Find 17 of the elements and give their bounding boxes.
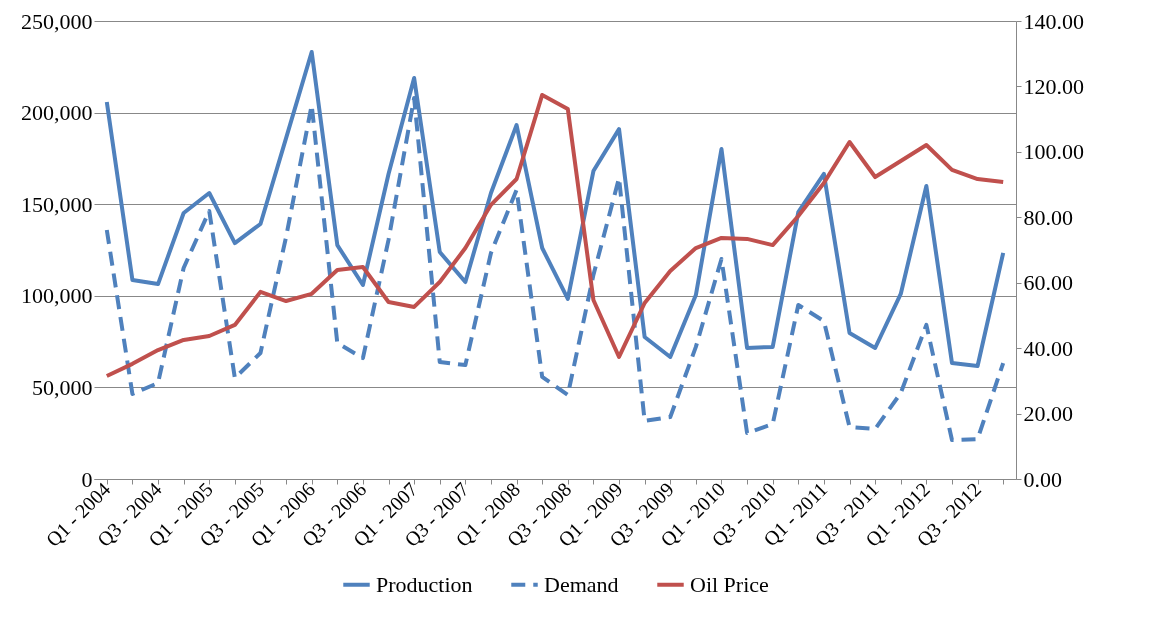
y2-tick-label: 120.00 [1023,73,1084,99]
y-tick-label: 200,000 [21,100,93,126]
y2-tick-label: 140.00 [1023,8,1084,34]
line-series [104,92,1006,378]
y2-tick-label: 0.00 [1023,466,1062,492]
legend-label: Demand [544,571,619,597]
y2-tick-label: 100.00 [1023,139,1084,165]
y-tick-label: 250,000 [21,8,93,34]
y2-tick-label: 60.00 [1023,270,1073,296]
y-tick-label: 150,000 [21,191,93,217]
y2-tick-label: 80.00 [1023,204,1073,230]
y-tick-label: 50,000 [32,374,93,400]
y-tick-label: 100,000 [21,283,93,309]
y2-tick-label: 20.00 [1023,401,1073,427]
legend-label: Oil Price [690,571,769,597]
legend-label: Production [376,571,473,597]
y2-tick-label: 40.00 [1023,335,1073,361]
